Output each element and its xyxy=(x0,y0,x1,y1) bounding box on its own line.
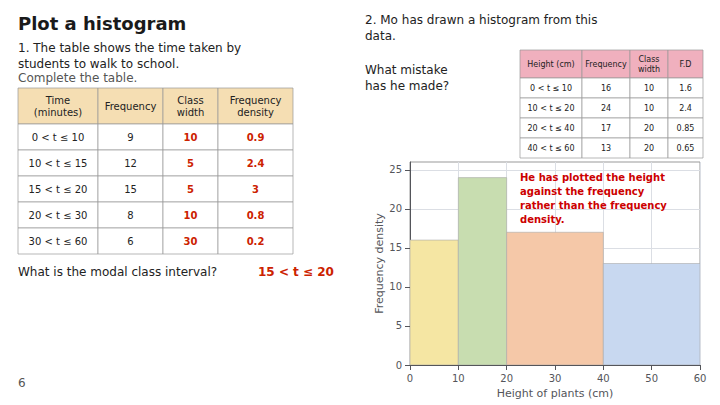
svg-text:density.: density. xyxy=(520,214,565,225)
svg-text:30: 30 xyxy=(549,373,562,384)
svg-text:13: 13 xyxy=(601,144,611,153)
svg-text:6: 6 xyxy=(127,236,133,247)
svg-text:against the frequency: against the frequency xyxy=(520,186,645,197)
svg-text:9: 9 xyxy=(127,132,133,143)
svg-text:has he made?: has he made? xyxy=(365,79,449,93)
svg-text:Class: Class xyxy=(177,95,203,106)
svg-text:0 < t ≤ 10: 0 < t ≤ 10 xyxy=(32,132,84,143)
svg-text:2. Mo has drawn a histogram fr: 2. Mo has drawn a histogram from this xyxy=(365,13,597,27)
svg-text:20 < t ≤ 40: 20 < t ≤ 40 xyxy=(527,124,574,133)
svg-text:1.6: 1.6 xyxy=(679,84,692,93)
svg-text:10: 10 xyxy=(389,281,402,292)
svg-text:0 < t ≤ 10: 0 < t ≤ 10 xyxy=(530,84,572,93)
svg-text:density: density xyxy=(237,107,274,118)
svg-text:Frequency: Frequency xyxy=(230,95,282,106)
svg-text:8: 8 xyxy=(127,210,133,221)
svg-text:40 < t ≤ 60: 40 < t ≤ 60 xyxy=(527,144,574,153)
svg-text:15: 15 xyxy=(389,242,402,253)
svg-text:Frequency density: Frequency density xyxy=(373,213,386,314)
svg-text:6: 6 xyxy=(18,376,26,390)
svg-text:16: 16 xyxy=(601,84,611,93)
svg-text:17: 17 xyxy=(601,124,611,133)
svg-text:3: 3 xyxy=(252,184,259,195)
svg-text:F.D: F.D xyxy=(679,60,691,69)
svg-text:0.9: 0.9 xyxy=(247,132,265,143)
svg-text:students to walk to school.: students to walk to school. xyxy=(18,57,179,71)
svg-text:Height of plants (cm): Height of plants (cm) xyxy=(497,387,614,400)
svg-text:0.85: 0.85 xyxy=(677,124,695,133)
svg-text:20: 20 xyxy=(644,124,654,133)
svg-text:0.65: 0.65 xyxy=(677,144,695,153)
svg-text:20 < t ≤ 30: 20 < t ≤ 30 xyxy=(29,210,88,221)
svg-text:0: 0 xyxy=(407,373,413,384)
svg-text:20: 20 xyxy=(644,144,654,153)
svg-text:10: 10 xyxy=(644,84,654,93)
svg-text:15: 15 xyxy=(124,184,137,195)
svg-text:Complete the table.: Complete the table. xyxy=(18,71,137,85)
svg-text:2.4: 2.4 xyxy=(247,158,265,169)
svg-text:5: 5 xyxy=(396,320,402,331)
svg-text:50: 50 xyxy=(645,373,658,384)
svg-text:Frequency: Frequency xyxy=(585,60,627,69)
svg-text:data.: data. xyxy=(365,29,396,43)
svg-text:rather than the frequency: rather than the frequency xyxy=(520,200,667,211)
svg-text:15 < t ≤ 20: 15 < t ≤ 20 xyxy=(258,265,334,279)
svg-text:20: 20 xyxy=(389,203,402,214)
svg-text:10: 10 xyxy=(452,373,465,384)
svg-text:width: width xyxy=(177,107,205,118)
svg-text:Plot a histogram: Plot a histogram xyxy=(18,13,186,34)
svg-text:1. The table shows the time ta: 1. The table shows the time taken by xyxy=(18,41,241,55)
svg-text:Time: Time xyxy=(45,95,70,106)
svg-text:0.2: 0.2 xyxy=(247,236,265,247)
svg-text:He has plotted the height: He has plotted the height xyxy=(520,172,665,183)
svg-text:60: 60 xyxy=(694,373,707,384)
svg-text:20: 20 xyxy=(500,373,513,384)
svg-text:width: width xyxy=(638,65,660,74)
svg-text:(minutes): (minutes) xyxy=(34,107,82,118)
svg-text:24: 24 xyxy=(601,104,611,113)
svg-text:40: 40 xyxy=(597,373,610,384)
svg-text:10 < t ≤ 15: 10 < t ≤ 15 xyxy=(29,158,88,169)
svg-text:12: 12 xyxy=(124,158,137,169)
svg-text:Height (cm): Height (cm) xyxy=(527,60,574,69)
svg-text:10: 10 xyxy=(644,104,654,113)
svg-text:10: 10 xyxy=(184,210,198,221)
svg-text:5: 5 xyxy=(187,158,194,169)
svg-text:0: 0 xyxy=(396,360,402,371)
svg-text:10 < t ≤ 20: 10 < t ≤ 20 xyxy=(527,104,574,113)
svg-text:What mistake: What mistake xyxy=(365,63,448,77)
svg-text:What is the modal class interv: What is the modal class interval? xyxy=(18,265,217,279)
svg-text:30 < t ≤ 60: 30 < t ≤ 60 xyxy=(29,236,88,247)
svg-text:Class: Class xyxy=(638,55,659,64)
svg-text:2.4: 2.4 xyxy=(679,104,692,113)
svg-text:25: 25 xyxy=(389,164,402,175)
svg-text:0.8: 0.8 xyxy=(247,210,265,221)
svg-text:Frequency: Frequency xyxy=(105,101,157,112)
svg-text:10: 10 xyxy=(184,132,198,143)
svg-text:5: 5 xyxy=(187,184,194,195)
svg-text:15 < t ≤ 20: 15 < t ≤ 20 xyxy=(29,184,88,195)
svg-text:30: 30 xyxy=(184,236,198,247)
